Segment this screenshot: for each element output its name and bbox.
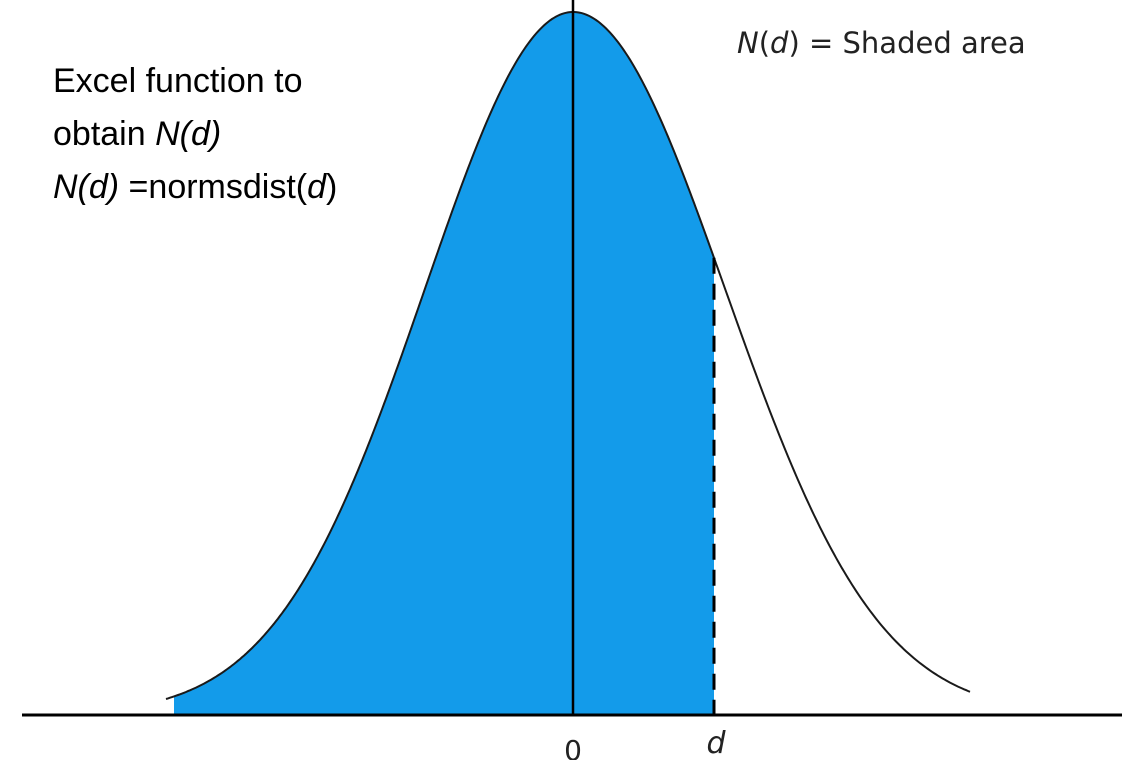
note-line-1: Excel function to bbox=[53, 62, 302, 100]
legend-n: N bbox=[737, 26, 759, 60]
formula-note: Excel function to obtain N(d) N(d) =norm… bbox=[53, 62, 337, 206]
note-line-2-var: N(d) bbox=[155, 115, 221, 153]
legend-close-paren: ) bbox=[788, 26, 799, 60]
legend-open-paren: ( bbox=[759, 26, 770, 60]
legend-rest: = Shaded area bbox=[800, 26, 1026, 60]
shaded-area-legend: N(d) = Shaded area bbox=[737, 26, 1026, 60]
shaded-area bbox=[174, 12, 714, 715]
legend-d: d bbox=[770, 26, 789, 60]
zero-tick-label: 0 bbox=[564, 734, 582, 760]
note-line-3-eq: =normsdist( bbox=[119, 168, 308, 206]
note-line-3-var: N(d) bbox=[53, 168, 119, 206]
note-line-3-close: ) bbox=[326, 168, 337, 206]
note-line-3: N(d) =normsdist(d) bbox=[53, 168, 337, 206]
bell-curve bbox=[165, 11, 971, 700]
note-line-3-arg: d bbox=[307, 168, 327, 206]
d-tick-label: d bbox=[706, 726, 726, 760]
note-line-2: obtain N(d) bbox=[53, 115, 221, 153]
note-line-2-prefix: obtain bbox=[53, 115, 155, 153]
